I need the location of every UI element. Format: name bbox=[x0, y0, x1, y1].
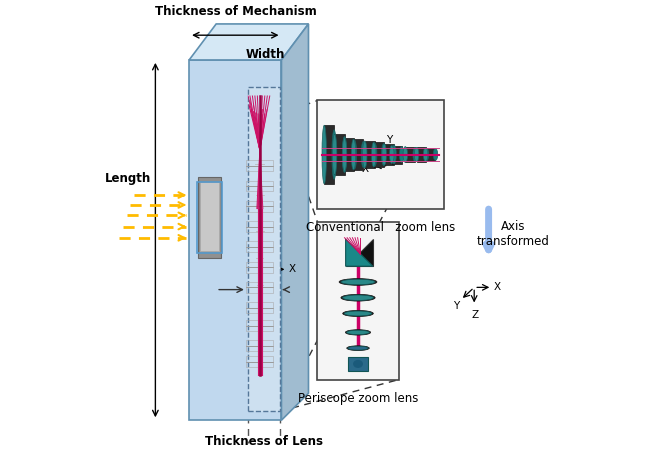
Bar bbox=[365, 142, 374, 168]
Ellipse shape bbox=[382, 145, 386, 166]
Bar bbox=[344, 138, 354, 172]
Bar bbox=[246, 282, 273, 293]
Ellipse shape bbox=[322, 126, 327, 185]
Text: Length: Length bbox=[105, 171, 151, 184]
Bar bbox=[384, 145, 394, 166]
Bar bbox=[246, 202, 273, 212]
Text: Periscope zoom lens: Periscope zoom lens bbox=[298, 391, 418, 404]
Ellipse shape bbox=[332, 130, 336, 180]
Ellipse shape bbox=[353, 360, 363, 368]
Bar bbox=[246, 341, 273, 352]
Text: Z: Z bbox=[403, 149, 411, 159]
Polygon shape bbox=[189, 25, 309, 61]
Bar bbox=[392, 146, 402, 164]
Text: X: X bbox=[494, 281, 501, 291]
Text: Y: Y bbox=[252, 281, 258, 291]
Text: Width: Width bbox=[246, 48, 285, 61]
Text: Z: Z bbox=[472, 309, 478, 319]
Ellipse shape bbox=[344, 311, 372, 316]
Polygon shape bbox=[199, 183, 219, 252]
Bar bbox=[374, 143, 384, 168]
Ellipse shape bbox=[347, 330, 369, 335]
Ellipse shape bbox=[342, 138, 347, 172]
Bar bbox=[248, 88, 280, 411]
Bar bbox=[335, 135, 344, 175]
Ellipse shape bbox=[403, 147, 407, 163]
Text: Axis
transformed: Axis transformed bbox=[477, 220, 550, 248]
Ellipse shape bbox=[343, 311, 373, 317]
Ellipse shape bbox=[361, 142, 366, 168]
Bar bbox=[354, 140, 364, 170]
Ellipse shape bbox=[347, 346, 369, 351]
Polygon shape bbox=[189, 61, 281, 420]
Ellipse shape bbox=[351, 140, 356, 170]
Ellipse shape bbox=[362, 142, 367, 168]
Ellipse shape bbox=[433, 149, 437, 161]
Bar bbox=[317, 223, 399, 380]
Bar bbox=[417, 148, 427, 162]
Bar bbox=[317, 101, 444, 209]
Ellipse shape bbox=[423, 148, 428, 162]
Ellipse shape bbox=[341, 280, 375, 285]
Bar bbox=[246, 222, 273, 232]
Text: X: X bbox=[362, 163, 369, 173]
Ellipse shape bbox=[399, 147, 404, 163]
Polygon shape bbox=[198, 178, 221, 258]
Bar bbox=[246, 320, 273, 331]
Ellipse shape bbox=[352, 140, 357, 170]
Ellipse shape bbox=[341, 295, 375, 302]
Bar bbox=[246, 302, 273, 313]
Bar bbox=[324, 126, 334, 185]
Bar bbox=[405, 147, 415, 163]
Polygon shape bbox=[346, 240, 373, 267]
Ellipse shape bbox=[372, 144, 377, 167]
Ellipse shape bbox=[381, 145, 386, 166]
Bar bbox=[246, 262, 273, 273]
Ellipse shape bbox=[413, 148, 417, 162]
Text: Conventional   zoom lens: Conventional zoom lens bbox=[306, 220, 455, 233]
Ellipse shape bbox=[342, 137, 347, 173]
Bar bbox=[246, 242, 273, 253]
Bar bbox=[246, 161, 273, 172]
Ellipse shape bbox=[346, 330, 370, 336]
Text: Z: Z bbox=[268, 291, 274, 301]
Ellipse shape bbox=[414, 148, 419, 162]
Polygon shape bbox=[346, 240, 373, 267]
Bar bbox=[246, 181, 273, 192]
Bar bbox=[246, 357, 273, 367]
Text: Y: Y bbox=[453, 300, 459, 310]
Text: X: X bbox=[289, 263, 296, 273]
Ellipse shape bbox=[424, 149, 429, 162]
Bar bbox=[425, 148, 435, 162]
Ellipse shape bbox=[339, 279, 377, 285]
Ellipse shape bbox=[390, 146, 394, 164]
Ellipse shape bbox=[348, 347, 368, 350]
Ellipse shape bbox=[372, 143, 376, 168]
Ellipse shape bbox=[332, 135, 337, 175]
Text: Y: Y bbox=[386, 135, 393, 145]
Polygon shape bbox=[281, 25, 309, 420]
Text: Thickness of Lens: Thickness of Lens bbox=[205, 434, 323, 447]
Text: Thickness of Mechanism: Thickness of Mechanism bbox=[154, 5, 317, 18]
Ellipse shape bbox=[343, 296, 374, 301]
Bar bbox=[348, 358, 368, 371]
Ellipse shape bbox=[392, 146, 397, 165]
